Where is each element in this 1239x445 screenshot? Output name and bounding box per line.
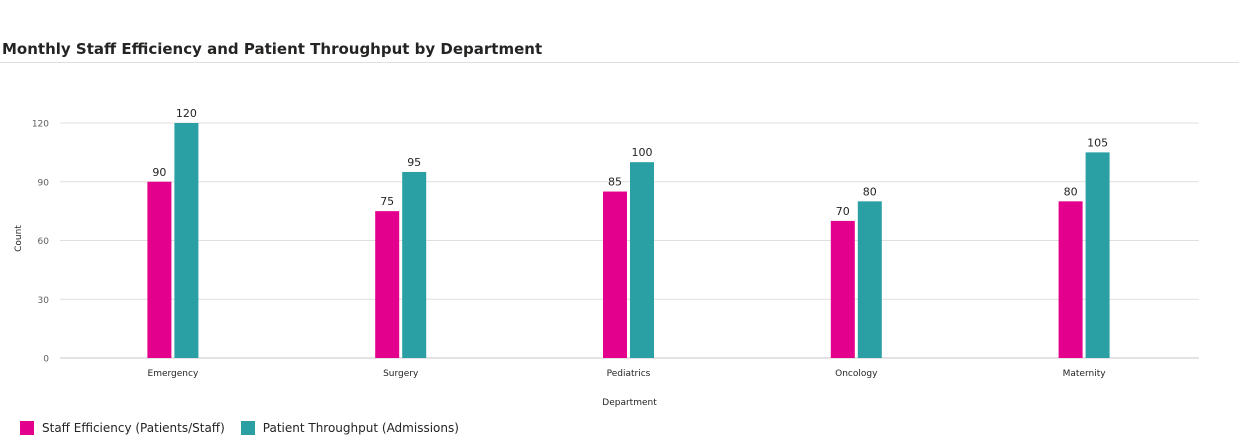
y-axis-label: Count <box>14 225 24 252</box>
legend-label-staff-efficiency: Staff Efficiency (Patients/Staff) <box>42 421 225 435</box>
legend-item-patient-throughput[interactable]: Patient Throughput (Admissions) <box>240 421 459 435</box>
legend-label-patient-throughput: Patient Throughput (Admissions) <box>262 421 459 435</box>
legend-swatch-staff-efficiency <box>20 421 34 435</box>
data-label: 75 <box>380 195 394 208</box>
data-label: 120 <box>176 107 197 120</box>
legend-swatch-patient-throughput <box>240 421 255 435</box>
x-tick-label: Maternity <box>1063 369 1107 379</box>
data-label: 80 <box>863 185 877 198</box>
x-tick-label: Oncology <box>835 369 878 379</box>
bar-staff-efficiency <box>1058 201 1083 358</box>
y-tick-label: 30 <box>38 296 50 306</box>
data-label: 90 <box>152 166 166 179</box>
bar-staff-efficiency <box>375 211 400 358</box>
bar-patient-throughput <box>1085 152 1110 358</box>
x-axis-label: Department <box>602 398 657 408</box>
data-label: 100 <box>632 146 653 159</box>
y-tick-label: 90 <box>38 178 50 188</box>
bar-patient-throughput <box>857 201 882 358</box>
data-label: 105 <box>1087 136 1108 149</box>
bar-chart: 0 30 60 90 120 Count 90 120 Emergency 75 95 Surgery… <box>14 107 1199 408</box>
data-label: 80 <box>1064 185 1078 198</box>
bar-patient-throughput <box>174 123 199 358</box>
chart-title: Monthly Staff Efficiency and Patient Thr… <box>2 40 543 58</box>
y-tick-label: 0 <box>43 355 49 365</box>
y-tick-label: 60 <box>38 237 50 247</box>
title-divider <box>0 62 1239 63</box>
y-tick-label: 120 <box>32 120 49 130</box>
bar-staff-efficiency <box>147 181 172 358</box>
data-label: 95 <box>407 156 421 169</box>
data-label: 70 <box>836 205 850 218</box>
bar-patient-throughput <box>402 171 427 358</box>
legend: Staff Efficiency (Patients/Staff) Patien… <box>20 421 475 435</box>
data-label: 85 <box>608 176 622 189</box>
x-tick-label: Surgery <box>383 369 419 379</box>
legend-item-staff-efficiency[interactable]: Staff Efficiency (Patients/Staff) <box>20 421 225 435</box>
bar-patient-throughput <box>630 162 654 358</box>
bar-staff-efficiency <box>603 191 627 358</box>
x-tick-label: Pediatrics <box>607 369 651 379</box>
bar-staff-efficiency <box>830 220 855 358</box>
x-tick-label: Emergency <box>148 369 199 379</box>
